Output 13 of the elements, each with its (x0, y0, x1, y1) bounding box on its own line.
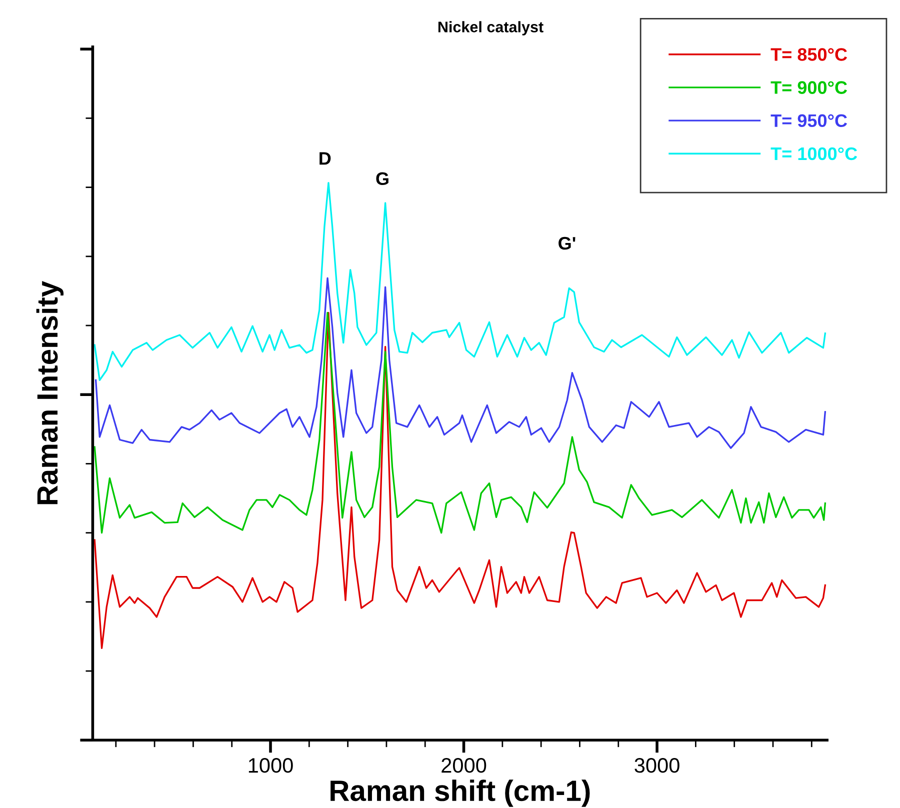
text: D (320, 152, 331, 165)
text: T= 1000°C (770, 147, 858, 160)
y-axis-title: Raman Intensity (36, 281, 64, 504)
x-tick-label: 2000 (442, 758, 486, 773)
text: T= 850°C (770, 48, 848, 61)
annotation: G (376, 172, 388, 186)
text: T= 900°C (770, 81, 848, 94)
x-tick-label: 3000 (634, 758, 680, 773)
chart-title: Nickel catalyst (438, 21, 544, 36)
x-axis-title: Raman shift (cm-1) (330, 780, 590, 807)
annotation: G' (558, 236, 576, 250)
x-tick-label: 1000 (248, 758, 293, 773)
text: T= 950°C (770, 114, 848, 128)
